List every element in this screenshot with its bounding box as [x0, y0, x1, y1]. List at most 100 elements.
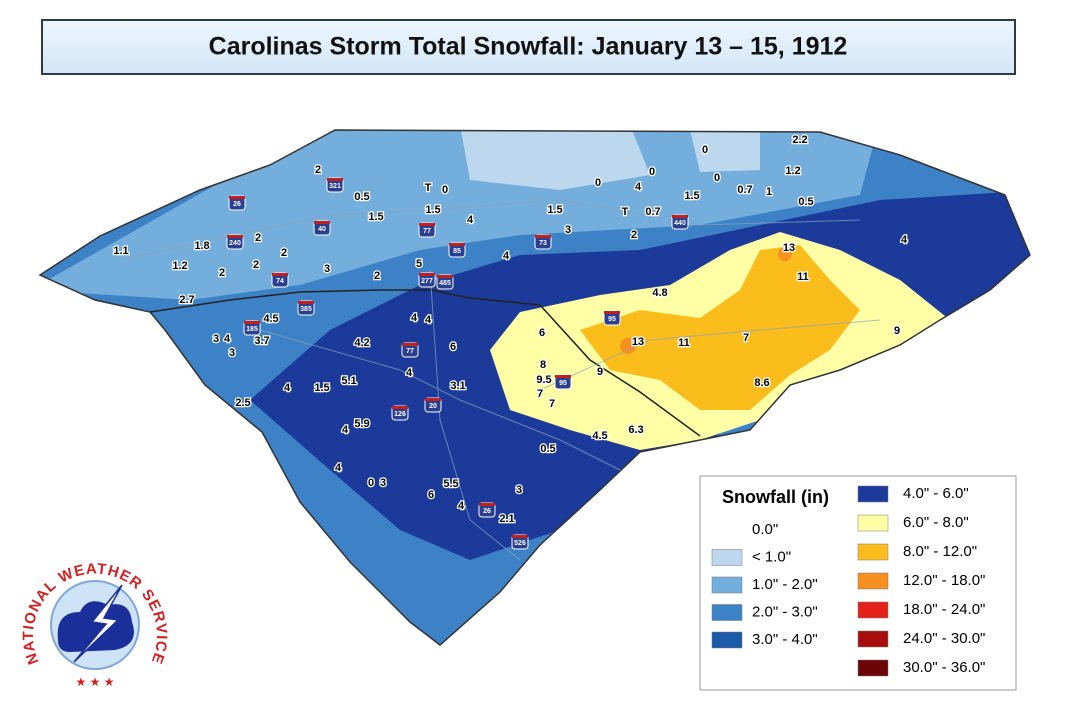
- legend-swatch: [711, 576, 743, 594]
- shield-top: [244, 321, 260, 324]
- legend-label: 8.0" - 12.0": [903, 543, 977, 560]
- station-label: 9: [894, 325, 900, 337]
- station-label: 3: [229, 347, 235, 359]
- shield-label: 185: [246, 326, 258, 333]
- station-label: 3.1: [450, 380, 465, 392]
- station-label: 7: [549, 398, 555, 410]
- station-label: 0.5: [540, 443, 555, 455]
- station-label: 5.1: [341, 375, 356, 387]
- shield-top: [449, 243, 465, 246]
- legend-label: 30.0" - 36.0": [903, 659, 985, 676]
- station-label: 1.1: [113, 245, 128, 257]
- station-label: 1.2: [785, 165, 800, 177]
- shield-label: 526: [514, 540, 526, 547]
- station-label: 0.7: [737, 184, 752, 196]
- station-label: 4.2: [354, 337, 369, 349]
- zone-under-1: [460, 130, 760, 190]
- station-label: 1.2: [172, 260, 187, 272]
- station-label: 3: [380, 477, 386, 489]
- shield-label: 73: [539, 240, 547, 247]
- shield-label: 95: [608, 316, 616, 323]
- station-label: 4: [425, 314, 432, 326]
- nws-logo: NATIONAL WEATHER SERVICE ★ ★ ★: [20, 560, 169, 689]
- station-label: 4: [901, 234, 908, 246]
- station-label: 0: [595, 177, 601, 189]
- station-label: 4: [335, 462, 342, 474]
- shield-label: 277: [421, 278, 433, 285]
- shield-label: 74: [276, 278, 284, 285]
- station-label: 7: [537, 388, 543, 400]
- station-label: 9: [597, 366, 603, 378]
- station-label: 1.5: [547, 204, 562, 216]
- station-label: 2: [255, 232, 261, 244]
- zone-12-18: [778, 247, 792, 261]
- station-label: 1.5: [368, 211, 383, 223]
- highway-shield: 95: [554, 374, 572, 390]
- legend-label: < 1.0": [752, 548, 791, 565]
- highway-shield: 26: [228, 195, 246, 211]
- legend-title: Snowfall (in): [722, 487, 829, 507]
- legend-label: 3.0" - 4.0": [752, 631, 818, 648]
- shield-top: [392, 406, 408, 409]
- highway-shield: 485: [436, 274, 454, 290]
- shield-top: [227, 235, 243, 238]
- station-label: 1.5: [314, 382, 329, 394]
- legend-swatch: [857, 485, 889, 503]
- station-label: 0.5: [798, 196, 813, 208]
- shield-top: [419, 223, 435, 226]
- highway-shield: 77: [418, 222, 436, 238]
- station-label: 2.2: [792, 134, 807, 146]
- station-label: 11: [678, 337, 690, 349]
- station-label: 7: [743, 332, 749, 344]
- station-label: 6.3: [628, 424, 643, 436]
- roads: [119, 199, 881, 561]
- legend-swatch: [712, 522, 742, 538]
- station-label: 4: [284, 382, 291, 394]
- shield-top: [327, 178, 343, 181]
- legend-label: 6.0" - 8.0": [903, 514, 969, 531]
- legend-items: 0.0" < 1.0" 1.0" - 2.0" 2.0" - 3.0" 3.0" - 4…: [711, 485, 985, 677]
- legend-label: 1.0" - 2.0": [752, 576, 818, 593]
- station-label: 5: [416, 258, 422, 270]
- shield-top: [419, 273, 435, 276]
- station-label: 4: [342, 424, 349, 436]
- station-label: 3: [565, 224, 571, 236]
- highway-shield: 20: [424, 397, 442, 413]
- zone-1-2: [40, 130, 880, 300]
- shield-top: [555, 375, 571, 378]
- shield-top: [229, 196, 245, 199]
- shield-label: 385: [300, 306, 312, 313]
- station-label: 5.5: [443, 478, 458, 490]
- highway-shield: 73: [534, 234, 552, 250]
- shield-label: 85: [453, 248, 461, 255]
- legend-label: 0.0": [752, 521, 778, 538]
- shield-label: 77: [406, 348, 414, 355]
- logo-cloud: [57, 601, 134, 652]
- station-label: 0.5: [354, 191, 369, 203]
- station-label: 2.1: [499, 513, 514, 525]
- legend-label: 2.0" - 3.0": [752, 603, 818, 620]
- shield-label: 26: [483, 508, 491, 515]
- shield-top: [314, 221, 330, 224]
- station-label: 4: [635, 181, 642, 193]
- station-label: 0: [702, 144, 708, 156]
- station-label: 0: [714, 172, 720, 184]
- shield-label: 77: [423, 228, 431, 235]
- station-label: 3.7: [254, 335, 269, 347]
- station-label: 2: [374, 270, 380, 282]
- highway-shield: 74: [271, 272, 289, 288]
- shield-top: [672, 215, 688, 218]
- shield-label: 40: [318, 226, 326, 233]
- station-label: 4: [458, 500, 465, 512]
- station-label: 6: [428, 489, 434, 501]
- station-label: 4.8: [652, 287, 667, 299]
- station-label: 2: [253, 259, 259, 271]
- legend: Snowfall (in) 0.0" < 1.0" 1.0" - 2.0" 2.0" …: [699, 475, 1017, 691]
- highway-shield: 40: [313, 220, 331, 236]
- shield-top: [437, 275, 453, 278]
- shield-top: [402, 343, 418, 346]
- station-label: 1.5: [684, 190, 699, 202]
- station-label: 4.5: [592, 430, 607, 442]
